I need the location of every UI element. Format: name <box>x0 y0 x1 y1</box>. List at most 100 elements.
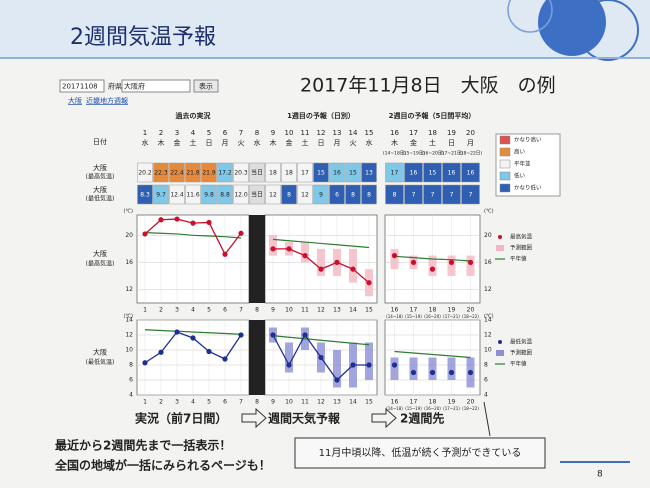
temperature-point <box>410 259 417 265</box>
temperature-point <box>206 219 212 226</box>
cell <box>153 184 169 205</box>
section-header: 過去の実況 <box>175 111 211 120</box>
cell <box>249 162 265 183</box>
decor-circle <box>538 0 606 56</box>
callout: 11月中頃以降、低温が続く予測ができている <box>319 446 522 459</box>
x-tick-label: 10 <box>285 307 293 314</box>
temperature-point <box>429 369 436 376</box>
range-bar <box>333 350 341 388</box>
legend-label: 平年値 <box>510 255 527 263</box>
unit: (℃) <box>123 209 133 215</box>
legend-marker <box>498 340 502 344</box>
day: 10 <box>285 129 294 137</box>
period: (17~21日) <box>440 151 463 157</box>
day: 8 <box>255 129 259 137</box>
cell-value: 15 <box>429 170 437 177</box>
x-tick-label: 17 <box>410 399 418 406</box>
temperature-point <box>318 354 324 361</box>
day: 19 <box>447 129 456 137</box>
temperature-point <box>158 217 164 223</box>
x-sublabel: (16~20) <box>424 314 441 319</box>
cell <box>385 162 404 183</box>
x-sublabel: (17~21) <box>443 314 460 319</box>
cell-value: 21.9 <box>202 170 216 177</box>
flow-label: 週間天気予報 <box>268 411 341 426</box>
cell-value: 6 <box>335 192 339 199</box>
cell <box>313 184 329 205</box>
temperature-point <box>270 332 276 338</box>
cell <box>201 184 217 205</box>
range-bar <box>365 342 373 380</box>
cell-value: 8.8 <box>220 192 230 199</box>
temperature-point <box>174 216 180 222</box>
weekday: 月 <box>222 139 229 147</box>
unit: (℃) <box>484 209 494 215</box>
temperature-point <box>448 259 455 265</box>
y2-tick-label: 14 <box>484 317 492 324</box>
legend-swatch <box>499 171 511 181</box>
temperature-point <box>366 362 372 368</box>
date-select[interactable] <box>59 79 105 93</box>
weekday: 火 <box>238 139 245 147</box>
cell-value: 17 <box>391 170 399 177</box>
normal-line <box>272 335 370 346</box>
date-value: 20171108 <box>62 83 98 91</box>
cell <box>265 162 281 183</box>
cell <box>217 162 233 183</box>
legend-marker <box>496 350 504 356</box>
temperature-point <box>206 348 212 355</box>
x-sublabel: (15~19) <box>405 406 422 411</box>
subtitle: 2017年11月8日 大阪 の例 <box>300 75 556 97</box>
link[interactable]: 近畿地方週報 <box>86 96 128 105</box>
x-tick-label: 11 <box>301 307 309 314</box>
range-bar <box>317 248 325 276</box>
pref-select[interactable] <box>121 79 191 93</box>
show-button[interactable] <box>193 79 219 93</box>
x-tick-label: 14 <box>349 307 357 314</box>
range-bar <box>466 255 475 276</box>
normal-line <box>144 232 242 239</box>
legend-label: 最高気温 <box>510 233 533 241</box>
weekday: 日 <box>206 139 213 147</box>
weekday: 日 <box>448 139 455 147</box>
legend-swatch <box>499 159 511 169</box>
x-sublabel: (18~22) <box>462 406 479 411</box>
legend-label: 予測範囲 <box>510 244 533 252</box>
weekday: 木 <box>391 138 398 147</box>
flow-label: 2週間先 <box>400 411 444 426</box>
cell-value: 20.2 <box>138 170 152 177</box>
day: 14 <box>349 129 358 137</box>
y2-tick-label: 4 <box>484 392 488 399</box>
link[interactable]: 大阪 <box>68 96 82 105</box>
cell <box>249 184 265 205</box>
row-sublabel: (最低気温) <box>86 195 115 203</box>
cell-value: 21.8 <box>186 170 200 177</box>
day: 1 <box>143 129 147 137</box>
day: 6 <box>223 129 228 137</box>
day: 17 <box>409 129 418 137</box>
callout-box <box>294 437 546 469</box>
legend-swatch <box>499 147 511 157</box>
weekday: 水 <box>366 138 373 147</box>
weekday: 日 <box>318 139 325 147</box>
x-tick-label: 15 <box>365 307 373 314</box>
weekday: 月 <box>467 139 474 147</box>
x-tick-label: 2 <box>159 307 163 314</box>
cell <box>361 162 377 183</box>
temperature-point <box>142 360 148 366</box>
temperature-point <box>467 259 474 265</box>
unit: (℃) <box>123 314 133 320</box>
temperature-point <box>142 231 148 237</box>
cell <box>281 162 297 183</box>
legend-marker <box>496 245 504 251</box>
day: 13 <box>333 129 342 137</box>
range-bar <box>390 357 399 380</box>
x-sublabel: (18~22) <box>462 314 479 319</box>
legend-swatch <box>499 183 511 193</box>
day: 9 <box>271 129 275 137</box>
period: (16~20日) <box>421 151 444 157</box>
flow-label: 実況（前7日間） <box>135 411 227 426</box>
flow-arrow <box>241 407 267 429</box>
temperature-point <box>190 220 196 226</box>
flow-arrow <box>371 407 397 429</box>
